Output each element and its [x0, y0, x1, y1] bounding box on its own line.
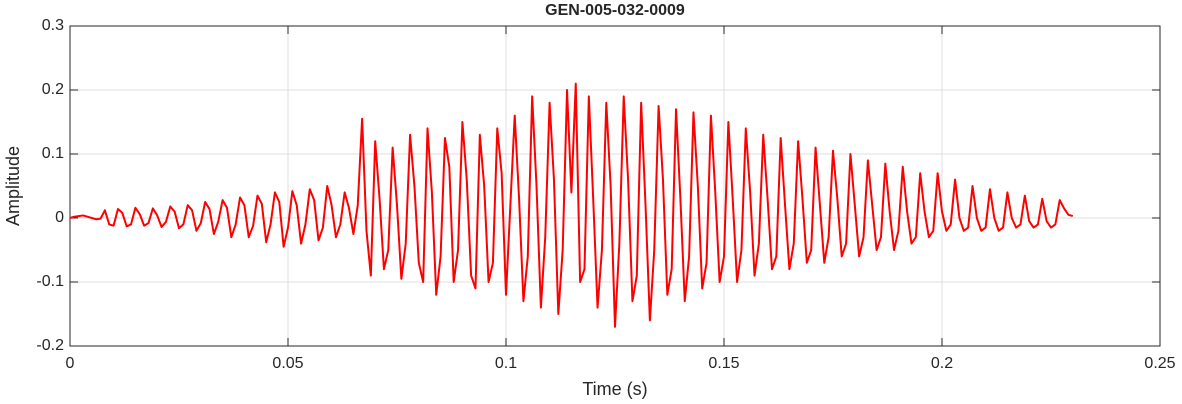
- x-tick-label: 0.05: [272, 355, 303, 372]
- y-tick-label: 0: [55, 209, 64, 226]
- chart-title: GEN-005-032-0009: [545, 2, 685, 19]
- y-tick-label: 0.1: [42, 145, 64, 162]
- x-tick-label: 0.1: [495, 355, 517, 372]
- x-tick-label: 0.25: [1144, 355, 1175, 372]
- y-tick-label: -0.2: [36, 337, 64, 354]
- y-tick-label: -0.1: [36, 273, 64, 290]
- plot-frame: [69, 25, 1161, 347]
- x-tick-label: 0.15: [708, 355, 739, 372]
- x-axis-label: Time (s): [582, 379, 647, 399]
- signal-line: [69, 82, 1074, 328]
- y-tick-label: 0.2: [42, 81, 64, 98]
- y-tick-label: 0.3: [42, 17, 64, 34]
- x-tick-label: 0: [66, 355, 75, 372]
- x-tick-label: 0.2: [931, 355, 953, 372]
- y-axis-label: Amplitude: [3, 146, 23, 226]
